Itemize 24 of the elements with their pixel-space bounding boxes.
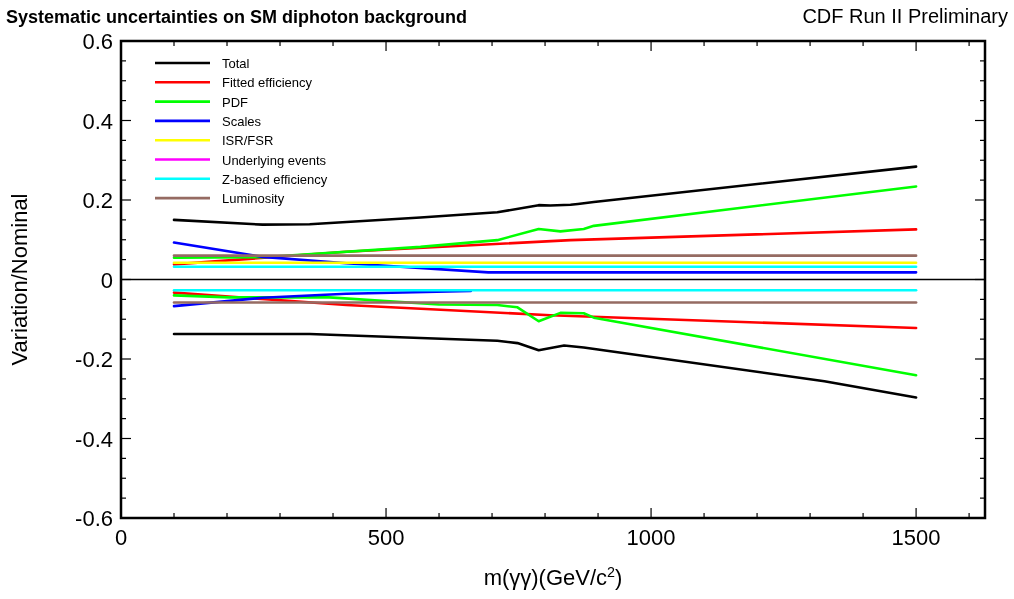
- y-tick-label: 0.4: [82, 108, 113, 134]
- legend-label: Total: [222, 56, 250, 71]
- x-tick-label: 500: [367, 525, 405, 550]
- y-tick-label: 0.2: [82, 188, 113, 213]
- y-tick-label: -0.4: [75, 426, 113, 452]
- y-tick-label: 0: [100, 267, 113, 293]
- y-axis-title: Variation/Nominal: [7, 193, 32, 366]
- y-tick-label: 0.6: [82, 29, 113, 54]
- legend-label: Luminosity: [222, 191, 285, 207]
- line-series: [172, 185, 918, 259]
- y-tick-label: -0.2: [75, 347, 113, 372]
- line-series: [172, 332, 918, 399]
- chart-title: Systematic uncertainties on SM diphoton background: [6, 7, 468, 27]
- legend-label: Z-based efficiency: [222, 171, 328, 187]
- legend-label: Underlying events: [222, 152, 327, 168]
- y-tick-label: -0.6: [75, 506, 113, 531]
- x-tick-label: 1000: [626, 525, 676, 550]
- legend-label: Fitted efficiency: [222, 75, 313, 91]
- legend-label: PDF: [222, 94, 249, 110]
- chart-subtitle: CDF Run II Preliminary: [802, 5, 1008, 27]
- legend-label: ISR/FSR: [222, 133, 274, 149]
- legend-label: Scales: [222, 113, 262, 129]
- x-axis-title: m(γγ)(GeV/c$^{2}$): [483, 564, 623, 590]
- x-tick-label: 1500: [891, 525, 941, 550]
